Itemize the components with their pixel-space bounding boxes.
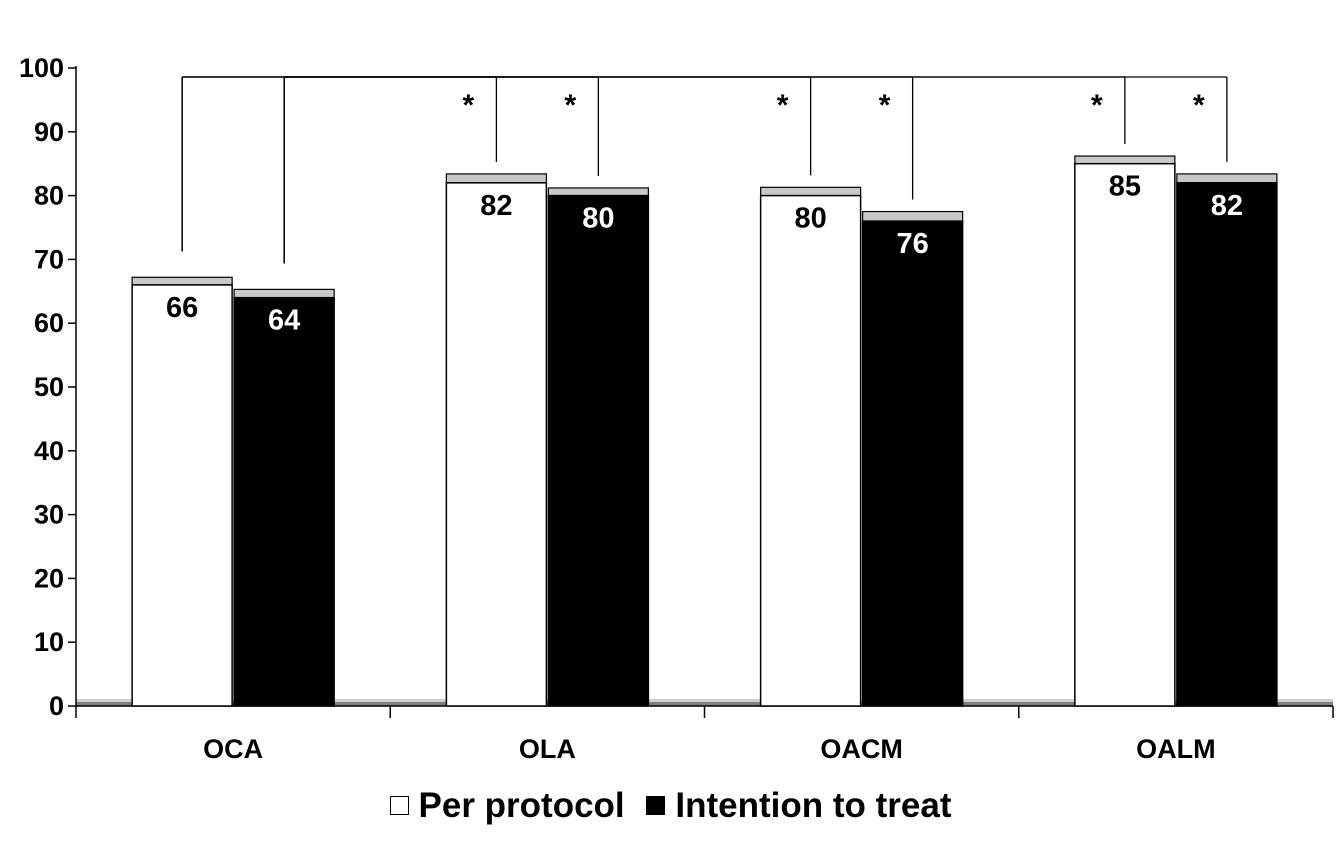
error-cap-oacm-intention-to-treat (862, 210, 964, 222)
y-tick-label-50: 50 (34, 372, 64, 402)
bar-oalm-per-protocol (1074, 162, 1176, 707)
bar-ola-per-protocol (445, 182, 548, 707)
y-tick-label-40: 40 (34, 436, 64, 466)
significance-star-3: * (565, 89, 577, 122)
x-tick-label-oacm: OACM (820, 734, 903, 764)
error-cap-oalm-intention-to-treat (1176, 173, 1278, 184)
bars: 66 82 80 85 64 80 76 82 (131, 155, 1278, 707)
bar-oca-per-protocol (131, 284, 233, 707)
data-label-oca-intention-to-treat: 64 (268, 305, 300, 337)
y-tick-label-100: 100 (19, 53, 64, 83)
y-tick-label-30: 30 (34, 500, 64, 530)
y-tick-label-90: 90 (34, 117, 64, 147)
significance-star-4: * (879, 89, 891, 122)
data-label-ola-per-protocol: 82 (480, 190, 512, 222)
bar-oalm-intention-to-treat (1176, 182, 1278, 707)
error-cap-oca-per-protocol (131, 276, 233, 286)
data-label-oalm-intention-to-treat: 82 (1211, 190, 1243, 222)
legend-item-intention-to-treat: Intention to treat (646, 786, 951, 826)
significance-star-0: * (463, 89, 475, 122)
legend-item-per-protocol: Per protocol (389, 785, 625, 826)
x-tick-label-oca: OCA (203, 734, 263, 764)
significance-star-1: * (777, 89, 789, 122)
y-tick-label-10: 10 (34, 627, 64, 657)
floor-band-edge (76, 702, 1333, 706)
error-cap-ola-per-protocol (445, 173, 547, 184)
x-tick-label-oalm: OALM (1136, 734, 1215, 764)
y-tick-label-80: 80 (34, 181, 64, 211)
x-tick-label-ola: OLA (519, 734, 576, 764)
legend-label-intention-to-treat: Intention to treat (675, 785, 952, 825)
error-cap-oalm-per-protocol (1074, 155, 1176, 165)
data-label-oca-per-protocol: 66 (166, 292, 198, 324)
legend: Per protocol Intention to treat (0, 784, 1341, 826)
error-cap-ola-intention-to-treat (547, 187, 649, 197)
y-tick-label-0: 0 (49, 691, 64, 721)
legend-label-per-protocol: Per protocol (418, 785, 625, 825)
filled-square-icon (646, 796, 666, 815)
axes: 0 10 20 30 40 50 60 70 80 90 100 OCA OLA OACM OALM (19, 53, 1334, 764)
significance-star-5: * (1193, 89, 1205, 122)
data-label-oacm-per-protocol: 80 (794, 203, 826, 235)
chart-floor (76, 699, 1333, 706)
data-label-oacm-intention-to-treat: 76 (896, 228, 928, 260)
bar-oacm-intention-to-treat (861, 220, 964, 707)
data-label-oalm-per-protocol: 85 (1109, 171, 1141, 203)
error-cap-oacm-per-protocol (760, 186, 862, 197)
y-tick-label-60: 60 (34, 308, 64, 338)
bar-oca-intention-to-treat (233, 296, 335, 707)
y-tick-label-20: 20 (34, 563, 64, 593)
open-square-icon (389, 796, 409, 815)
bar-ola-intention-to-treat (547, 194, 650, 707)
bar-oacm-per-protocol (759, 194, 862, 707)
data-label-ola-intention-to-treat: 80 (582, 203, 614, 235)
error-cap-oca-intention-to-treat (233, 288, 335, 299)
significance-star-2: * (1091, 89, 1103, 122)
y-tick-label-70: 70 (34, 244, 64, 274)
significance-brackets: * * * * * * (181, 76, 1228, 264)
